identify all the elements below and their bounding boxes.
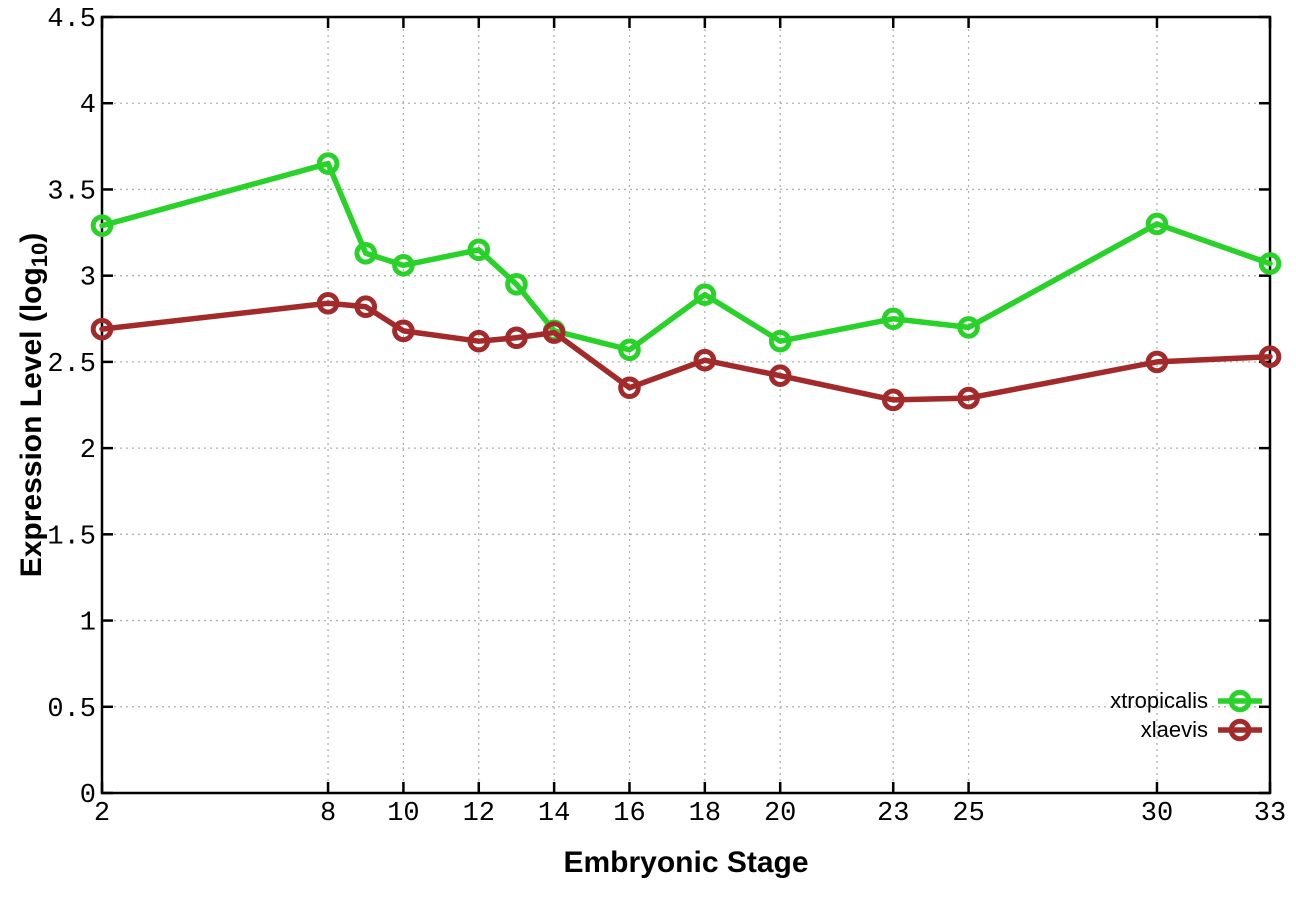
data-point-xtropicalis xyxy=(90,214,114,237)
legend-marker-xlaevis-icon xyxy=(1218,718,1262,741)
data-point-xtropicalis xyxy=(392,254,415,277)
data-point-xtropicalis xyxy=(693,283,717,306)
y-axis-label-subscript: 10 xyxy=(27,242,53,268)
data-point-xtropicalis xyxy=(618,338,641,362)
data-point-xlaevis xyxy=(693,348,717,372)
y-tick-label: 0.5 xyxy=(47,695,96,725)
y-tick-label: 2.5 xyxy=(47,350,96,380)
data-point-xtropicalis xyxy=(354,241,378,265)
data-point-xtropicalis xyxy=(467,238,491,262)
x-tick-label: 8 xyxy=(320,799,336,829)
y-axis-label-close: ) xyxy=(14,232,48,243)
data-point-xlaevis xyxy=(1258,345,1282,369)
data-point-xlaevis xyxy=(957,386,980,410)
plot-border xyxy=(100,15,1272,795)
x-tick-label: 12 xyxy=(463,799,495,829)
x-axis-label: Embryonic Stage xyxy=(563,846,809,879)
x-tick-label: 25 xyxy=(952,799,984,829)
x-tick-label: 2 xyxy=(94,799,110,829)
legend-label-xtropicalis: xtropicalis xyxy=(1110,687,1208,713)
x-tick-label: 30 xyxy=(1141,799,1173,829)
data-point-xtropicalis xyxy=(316,152,340,175)
legend: xtropicalis xlaevis xyxy=(1110,686,1263,744)
data-point-xlaevis xyxy=(618,376,641,400)
data-point-xlaevis xyxy=(505,326,528,350)
x-tick-label: 23 xyxy=(877,799,909,829)
data-point-xlaevis xyxy=(1145,350,1169,374)
data-point-xlaevis xyxy=(467,329,491,353)
x-tick-label: 16 xyxy=(613,799,645,829)
data-point-xlaevis xyxy=(316,291,340,315)
y-tick-label: 2 xyxy=(80,436,96,466)
data-point-xtropicalis xyxy=(1145,212,1169,236)
legend-marker-xtropicalis-icon xyxy=(1218,689,1262,712)
data-point-xlaevis xyxy=(768,364,792,387)
y-tick-label: 4.5 xyxy=(47,5,96,35)
data-point-xtropicalis xyxy=(505,272,528,296)
data-point-xtropicalis xyxy=(957,316,980,339)
y-tick-label: 1.5 xyxy=(47,522,96,552)
data-point-xlaevis xyxy=(90,317,114,341)
data-point-xtropicalis xyxy=(1258,252,1282,275)
y-tick-label: 3.5 xyxy=(47,177,96,207)
x-tick-label: 14 xyxy=(538,799,570,829)
data-point-xlaevis xyxy=(354,295,378,319)
x-tick-label: 20 xyxy=(764,799,796,829)
legend-item-xlaevis: xlaevis xyxy=(1110,715,1263,744)
y-axis-label: Expression Level (log10) xyxy=(15,233,53,578)
data-point-xlaevis xyxy=(392,319,415,343)
legend-label-xlaevis: xlaevis xyxy=(1140,716,1208,742)
y-tick-label: 4 xyxy=(80,91,96,121)
x-tick-label: 10 xyxy=(387,799,419,829)
y-tick-label: 1 xyxy=(80,609,96,639)
data-point-xlaevis xyxy=(542,321,566,344)
series-line-xlaevis xyxy=(99,300,1273,403)
y-tick-label: 3 xyxy=(80,264,96,294)
data-point-xtropicalis xyxy=(881,307,905,331)
y-tick-label: 0 xyxy=(80,781,96,811)
data-point-xtropicalis xyxy=(768,329,792,353)
series-line-xtropicalis xyxy=(99,160,1273,353)
legend-item-xtropicalis: xtropicalis xyxy=(1110,686,1263,715)
data-point-xlaevis xyxy=(881,388,905,412)
y-axis-label-text: Expression Level (log xyxy=(14,267,48,578)
x-tick-label: 33 xyxy=(1254,799,1286,829)
x-tick-label: 18 xyxy=(689,799,721,829)
